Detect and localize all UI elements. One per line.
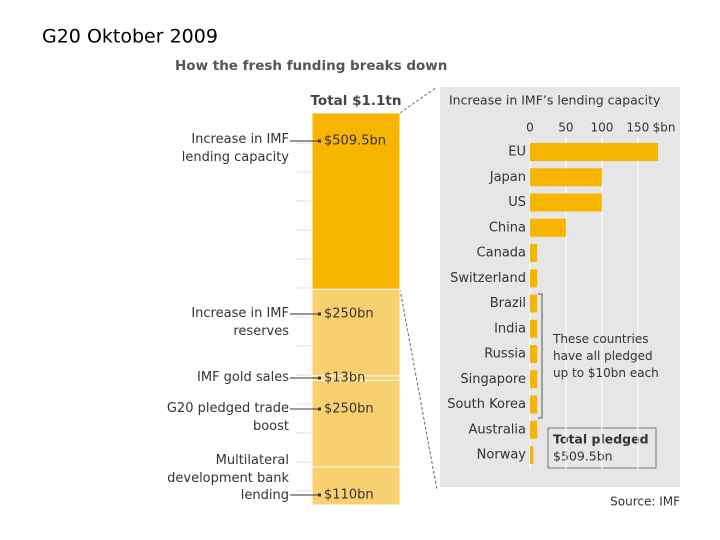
x-tick-label: 50 [558, 121, 573, 135]
category-label: EU [508, 145, 526, 160]
connector [399, 288, 438, 491]
leader-dot [318, 312, 321, 316]
category-label: Canada [477, 246, 526, 261]
bar [530, 193, 602, 212]
annotation-box: These countries have all pledged up to $… [553, 332, 659, 380]
value-label: $110bn [324, 488, 374, 503]
bar [530, 370, 538, 389]
value-label: $509.5bn [324, 134, 386, 149]
bar [530, 218, 566, 237]
category-label: Brazil [490, 296, 526, 311]
bracket [538, 293, 543, 419]
annotation: These countries have all pledged up to $… [553, 332, 659, 380]
source: Source: IMF [610, 495, 680, 509]
x-tick-label: 150 [626, 121, 649, 135]
segment-label-box: G20 pledged trade boost [166, 401, 289, 434]
category-label: Australia [468, 422, 526, 437]
panel-title: Increase in IMF’s lending capacity [449, 93, 661, 108]
segment [311, 112, 401, 290]
segment-label: IMF gold sales [197, 370, 289, 385]
bar [530, 143, 658, 161]
bar [530, 269, 538, 288]
value-label: $250bn [324, 402, 374, 417]
segment-label-box: IMF gold sales [197, 370, 289, 385]
slide-title: G20 Oktober 2009 [42, 26, 218, 48]
category-label: US [508, 195, 526, 210]
segment-label-box: Increase in IMF lending capacity [181, 132, 289, 165]
segment [311, 288, 401, 377]
category-label: South Korea [447, 397, 526, 412]
segment [311, 466, 401, 506]
total-label: Total $1.1tn [311, 93, 402, 109]
value-label: $250bn [324, 307, 374, 322]
bar [530, 446, 534, 464]
category-label: China [489, 220, 526, 235]
segment-label: Multilateral development bank lending [167, 453, 289, 503]
segment-label-box: Multilateral development bank lending [167, 453, 289, 503]
bar [530, 420, 538, 439]
axis-unit: $bn [653, 121, 676, 135]
category-label: Russia [484, 347, 526, 362]
value-label: $13bn [324, 371, 365, 386]
segment-label: G20 pledged trade boost [166, 401, 289, 434]
x-tick-label: 0 [526, 121, 534, 135]
connector [399, 86, 438, 114]
segment [311, 379, 401, 468]
bar [530, 244, 538, 262]
bar [530, 168, 602, 187]
leader-dot [318, 376, 321, 380]
segment-label: Increase in IMF lending capacity [181, 132, 289, 165]
x-tick-label: 100 [590, 121, 613, 135]
leader-dot [318, 407, 321, 411]
total-value: $509.5bn [553, 449, 613, 464]
category-label: Norway [477, 448, 527, 463]
bar [530, 319, 538, 338]
segment-label: Increase in IMF reserves [191, 306, 289, 339]
total-title: Total pledged [553, 432, 649, 447]
leader-dot [318, 493, 321, 497]
chart-title: How the fresh funding breaks down [175, 58, 447, 74]
leader-dot [318, 139, 321, 143]
segment-label-box: Increase in IMF reserves [191, 306, 289, 339]
bar [530, 345, 538, 363]
category-label: Singapore [460, 372, 526, 387]
bar [530, 395, 538, 414]
bar [530, 294, 538, 313]
category-label: India [494, 321, 526, 336]
category-label: Japan [489, 170, 526, 185]
category-label: Switzerland [450, 271, 526, 286]
